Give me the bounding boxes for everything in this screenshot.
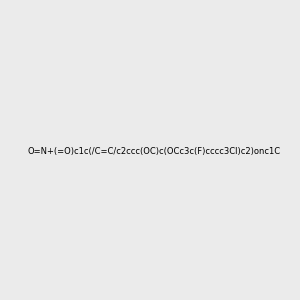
Text: O=N+(=O)c1c(/C=C/c2ccc(OC)c(OCc3c(F)cccc3Cl)c2)onc1C: O=N+(=O)c1c(/C=C/c2ccc(OC)c(OCc3c(F)cccc…: [27, 147, 280, 156]
